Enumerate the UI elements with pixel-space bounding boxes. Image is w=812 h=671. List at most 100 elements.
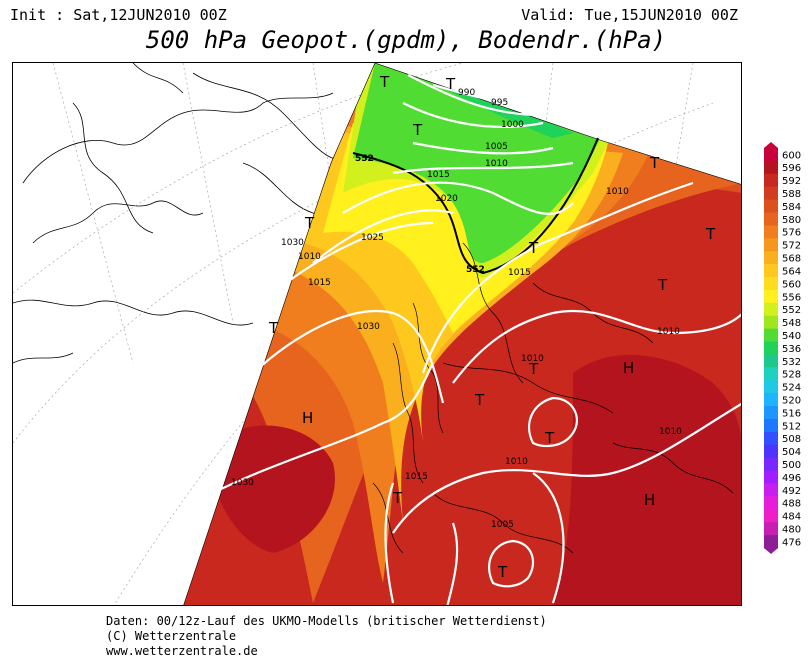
isobar-label: 1010	[521, 354, 544, 364]
color-scale-label: 572	[782, 241, 801, 252]
isobar-label: 1010	[659, 427, 682, 437]
contour-label: 552	[355, 154, 374, 164]
color-scale-label: 484	[782, 512, 801, 523]
color-scale-label: 580	[782, 215, 801, 226]
color-scale-label: 576	[782, 228, 801, 239]
isobar-label: 1015	[427, 170, 450, 180]
low-pressure-symbol: T	[497, 563, 508, 581]
color-scale-label: 512	[782, 421, 801, 432]
high-pressure-symbol: H	[623, 359, 634, 377]
isobar-label: 1025	[361, 233, 384, 243]
color-scale-swatch	[764, 522, 778, 536]
color-scale-label: 508	[782, 434, 801, 445]
map-title: 500 hPa Geopot.(gpdm), Bodendr.(hPa)	[145, 26, 667, 54]
color-scale-swatch	[764, 354, 778, 368]
init-time-label: Init : Sat,12JUN2010 00Z	[10, 6, 227, 24]
contour-label: 552	[466, 265, 485, 275]
isobar-label: 1010	[657, 327, 680, 337]
color-scale-swatch	[764, 264, 778, 278]
color-scale-swatch	[764, 289, 778, 304]
low-pressure-symbol: T	[268, 319, 279, 337]
color-scale-swatch	[764, 380, 778, 394]
color-scale-swatch	[764, 225, 778, 239]
valid-time-label: Valid: Tue,15JUN2010 00Z	[521, 6, 738, 24]
isobar-label: 1015	[405, 472, 428, 482]
color-scale-swatch	[764, 367, 778, 381]
color-scale-label: 592	[782, 176, 801, 187]
color-scale-swatch	[764, 251, 778, 265]
color-scale-label: 552	[782, 305, 801, 316]
scale-top-arrow	[764, 142, 778, 148]
color-scale-swatch	[764, 186, 778, 201]
low-pressure-symbol: T	[412, 121, 423, 139]
color-scale-label: 564	[782, 266, 801, 277]
color-scale-swatch	[764, 315, 778, 330]
color-scale-swatch	[764, 535, 778, 549]
color-scale-label: 496	[782, 473, 801, 484]
color-scale-swatch	[764, 431, 778, 446]
color-scale-swatch	[764, 470, 778, 484]
coastline-outlines	[13, 63, 364, 364]
isobar-label: 1030	[281, 238, 304, 248]
color-scale-legend: 600 596 592 588 584 580 576 572 568 564 560 556 552 5…	[760, 142, 808, 554]
isobar-label: 1030	[357, 322, 380, 332]
color-scale-label: 488	[782, 499, 801, 510]
color-scale-swatch	[764, 238, 778, 252]
color-scale-label: 500	[782, 460, 801, 471]
color-scale-label: 568	[782, 254, 801, 265]
color-scale-label: 540	[782, 331, 801, 342]
geopotential-field	[183, 63, 741, 605]
footer-line-3: www.wetterzentrale.de	[106, 644, 258, 658]
low-pressure-symbol: T	[392, 489, 403, 507]
color-scale-swatch	[764, 509, 778, 523]
isobar-label: 1005	[491, 520, 514, 530]
data-source-footer: Daten: 00/12z-Lauf des UKMO-Modells (bri…	[106, 614, 547, 659]
footer-line-2: (C) Wetterzentrale	[106, 629, 237, 643]
color-scale-label: 492	[782, 486, 801, 497]
isobar-label: 1005	[485, 142, 508, 152]
color-scale-swatch	[764, 199, 778, 214]
isobar-label: 995	[491, 98, 508, 108]
color-scale-label: 536	[782, 344, 801, 355]
low-pressure-symbol: T	[705, 225, 716, 243]
low-pressure-symbol: T	[528, 360, 539, 378]
isobar-label: 1030	[231, 478, 254, 488]
isobar-labels: 990 995 1000 1005 1010 1015 1020 1025 10…	[231, 88, 682, 530]
color-scale-label: 528	[782, 370, 801, 381]
isobar-label: 1015	[308, 278, 331, 288]
high-pressure-symbol: H	[644, 491, 655, 509]
low-pressure-symbol: T	[445, 75, 456, 93]
color-scale-swatch	[764, 483, 778, 497]
color-scale-swatch	[764, 393, 778, 407]
pressure-systems: T T T T T T T T T T T T T T H H H	[268, 73, 716, 581]
color-scale-label: 524	[782, 383, 801, 394]
low-pressure-symbol: T	[304, 214, 315, 232]
color-scale-swatch	[764, 418, 778, 433]
isobar-label: 1015	[508, 268, 531, 278]
high-pressure-symbol: H	[302, 409, 313, 427]
color-scale-label: 480	[782, 525, 801, 536]
color-scale-swatch	[764, 148, 778, 162]
low-pressure-symbol: T	[657, 276, 668, 294]
color-scale-label: 504	[782, 447, 801, 458]
footer-line-1: Daten: 00/12z-Lauf des UKMO-Modells (bri…	[106, 614, 547, 628]
color-scale-swatch	[764, 341, 778, 355]
isobar-label: 990	[458, 88, 475, 98]
weather-map: 990 995 1000 1005 1010 1015 1020 1025 10…	[12, 62, 742, 606]
color-scale-label: 532	[782, 357, 801, 368]
color-scale-label: 516	[782, 408, 801, 419]
isobar-label: 1010	[505, 457, 528, 467]
isobars	[212, 74, 741, 605]
color-scale-label: 600	[782, 150, 801, 161]
isobar-label: 1020	[435, 194, 458, 204]
color-scale-swatch	[764, 173, 778, 188]
isobar-label: 1000	[501, 120, 524, 130]
map-canvas: 990 995 1000 1005 1010 1015 1020 1025 10…	[13, 63, 741, 605]
low-pressure-symbol: T	[649, 154, 660, 172]
color-scale-label: 560	[782, 279, 801, 290]
scale-bottom-arrow	[764, 548, 778, 554]
color-scale-label: 548	[782, 318, 801, 329]
color-scale-label: 584	[782, 202, 801, 213]
low-pressure-symbol: T	[379, 73, 390, 91]
